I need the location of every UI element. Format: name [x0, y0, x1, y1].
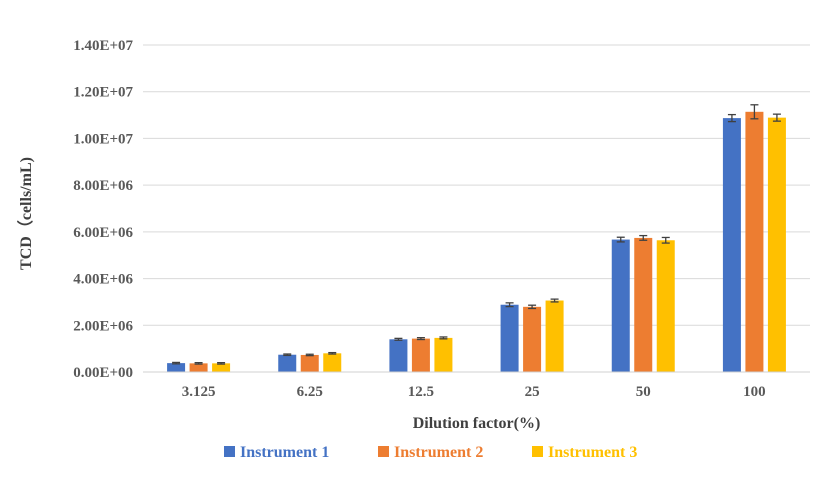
bar	[523, 306, 542, 372]
legend-item: Instrument 3	[532, 444, 637, 461]
error-bar	[550, 298, 559, 303]
x-tick-label: 3.125	[182, 384, 216, 400]
bar	[167, 363, 186, 372]
bar	[300, 354, 319, 372]
error-bar	[505, 302, 514, 308]
bar	[722, 118, 741, 373]
bar	[500, 304, 519, 372]
error-bars	[172, 104, 781, 365]
error-bar	[661, 236, 670, 244]
bar	[434, 337, 453, 372]
bar	[411, 338, 430, 372]
legend-label: Instrument 3	[548, 444, 637, 461]
error-bar	[750, 104, 759, 120]
error-bar	[439, 336, 448, 340]
error-bar	[727, 113, 736, 123]
y-tick-label: 0.00E+00	[73, 365, 133, 381]
bar	[189, 363, 208, 372]
error-bar	[305, 353, 314, 357]
error-bar	[528, 304, 537, 310]
bar	[745, 111, 764, 373]
bar	[278, 354, 297, 372]
x-tick-label: 6.25	[297, 384, 323, 400]
error-bar	[194, 362, 203, 365]
y-axis-title: TCD（cells/mL)	[17, 157, 35, 270]
legend-swatch	[532, 446, 543, 457]
bar	[323, 353, 342, 372]
legend-item: Instrument 1	[224, 444, 329, 461]
bar	[389, 339, 408, 372]
error-bar	[639, 234, 648, 241]
x-tick-labels: 3.125 6.25 12.5 25 50 100	[182, 384, 766, 400]
bar	[767, 117, 786, 372]
error-bar	[283, 353, 292, 357]
bars	[167, 111, 786, 373]
x-axis-title: Dilution factor(%)	[413, 415, 541, 432]
legend-swatch	[378, 446, 389, 457]
legend-label: Instrument 2	[394, 444, 483, 461]
error-bar	[416, 337, 425, 341]
y-tick-label: 1.00E+07	[73, 131, 133, 147]
legend: Instrument 1 Instrument 2 Instrument 3	[224, 444, 637, 461]
bar	[545, 300, 564, 372]
y-tick-label: 6.00E+06	[73, 225, 133, 241]
error-bar	[616, 236, 625, 243]
bar	[634, 237, 653, 372]
x-tick-label: 12.5	[408, 384, 434, 400]
y-tick-label: 8.00E+06	[73, 178, 133, 194]
bar	[212, 363, 231, 372]
gridlines	[143, 44, 810, 326]
error-bar	[328, 351, 337, 355]
bar	[656, 240, 675, 372]
bar	[611, 239, 630, 372]
y-tick-label: 1.40E+07	[73, 38, 133, 54]
error-bar	[394, 337, 403, 341]
x-tick-label: 50	[636, 384, 651, 400]
legend-item: Instrument 2	[378, 444, 483, 461]
error-bar	[172, 361, 181, 365]
legend-swatch	[224, 446, 235, 457]
y-tick-labels: 0.00E+00 2.00E+06 4.00E+06 6.00E+06 8.00E+06…	[73, 38, 133, 381]
x-tick-label: 25	[525, 384, 540, 400]
legend-label: Instrument 1	[240, 444, 329, 461]
x-tick-label: 100	[743, 384, 766, 400]
error-bar	[217, 362, 226, 365]
error-bar	[772, 113, 781, 122]
y-tick-label: 1.20E+07	[73, 85, 133, 101]
y-tick-label: 4.00E+06	[73, 272, 133, 288]
y-tick-label: 2.00E+06	[73, 318, 133, 334]
